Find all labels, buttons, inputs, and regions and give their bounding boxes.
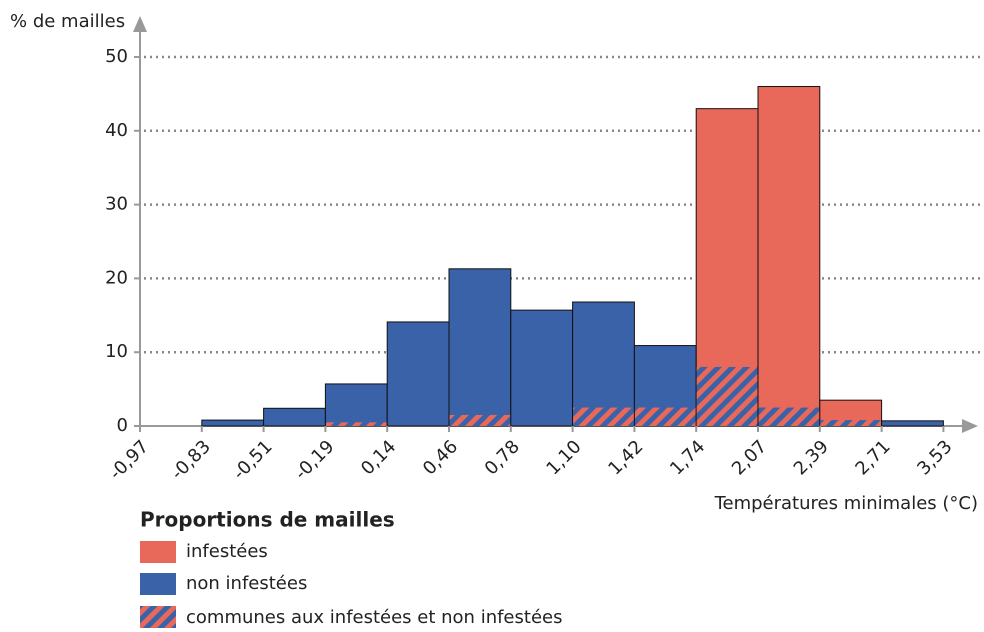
bar-common [634,407,696,426]
y-tick-label: 50 [105,46,128,67]
bar [757,86,821,427]
bar-common [696,366,758,426]
bar [881,420,944,427]
x-axis-label: Températures minimales (°C) [714,493,978,514]
bar-common [573,407,634,426]
x-tick-label: -0,83 [167,436,215,484]
x-tick-label: 0,78 [481,436,524,479]
x-tick-label: 2,39 [790,436,833,479]
bar [324,383,388,427]
x-tick-label: 0,14 [357,436,400,479]
legend-label: non infestées [186,573,307,594]
bar-common [820,420,882,426]
y-tick-label: 30 [105,194,128,215]
legend-title: Proportions de mailles [140,508,395,532]
x-arrow [962,419,978,433]
x-tick-label: 1,10 [542,436,585,479]
bar [572,301,635,427]
legend-label: infestées [186,541,268,562]
x-tick-label: -0,97 [105,436,153,484]
bar-common [758,407,820,426]
x-tick-label: -0,19 [291,436,339,484]
legend-swatch [140,606,176,628]
x-tick-label: -0,51 [229,436,277,484]
y-arrow [133,16,147,32]
x-tick-label: 1,74 [666,436,709,479]
x-tick-label: 2,07 [728,436,771,479]
y-tick-label: 10 [105,341,128,362]
bar [386,321,450,427]
legend-swatch [140,541,176,563]
y-tick-label: 0 [117,415,128,436]
y-tick-label: 20 [105,267,128,288]
x-tick-label: 0,46 [419,436,462,479]
x-tick-label: 2,71 [851,436,894,479]
x-tick-label: 3,53 [913,436,956,479]
bar-common [449,414,511,426]
y-tick-label: 40 [105,120,128,141]
legend-swatch [140,573,176,595]
bar-common [325,422,387,426]
legend-label: communes aux infestées et non infestées [186,607,562,628]
y-axis-label: % de mailles [10,11,125,32]
x-tick-label: 1,42 [604,436,647,479]
bar [510,309,574,427]
bar [448,268,512,427]
bar [201,419,265,427]
bar [263,407,326,427]
